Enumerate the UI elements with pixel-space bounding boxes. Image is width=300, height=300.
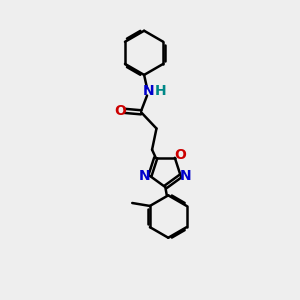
Text: O: O [174, 148, 186, 162]
Text: O: O [114, 104, 126, 118]
Text: H: H [155, 84, 167, 98]
Text: N: N [143, 84, 154, 98]
Text: N: N [139, 169, 150, 183]
Text: N: N [180, 169, 192, 183]
